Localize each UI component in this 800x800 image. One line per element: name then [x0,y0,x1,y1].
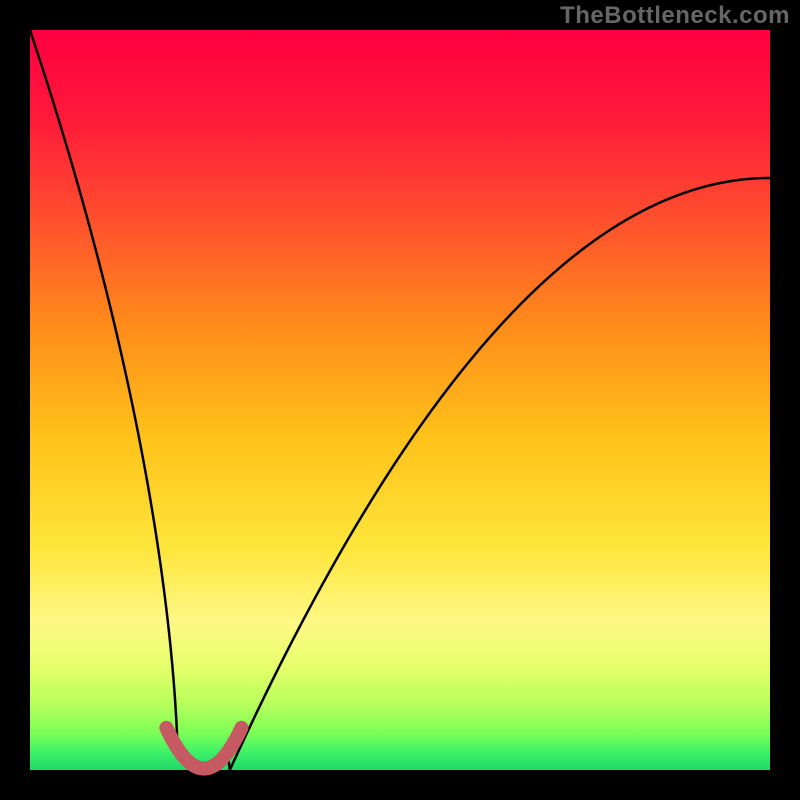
plot-background [30,30,770,770]
bottleneck-plot [0,0,800,800]
chart-stage: { "watermark": { "text": "TheBottleneck.… [0,0,800,800]
watermark-text: TheBottleneck.com [560,2,790,30]
